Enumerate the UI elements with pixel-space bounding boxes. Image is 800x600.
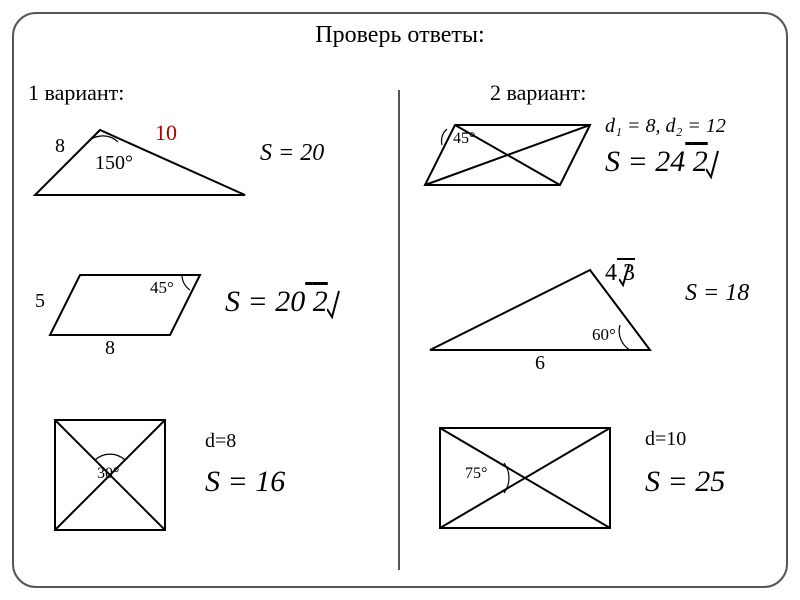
answer-label: S = 18: [685, 280, 749, 307]
side-b-label: 10: [155, 120, 177, 146]
angle-label: 45°: [453, 130, 475, 148]
sqrt-icon: [706, 145, 724, 181]
diag-label: d₁ = 8, d₂ = 12: [605, 115, 726, 138]
variant2-header: 2 вариант:: [490, 80, 586, 106]
triangle-icon: [25, 110, 255, 210]
rectangle-diagonals-icon: [430, 418, 620, 538]
angle-label: 150°: [95, 152, 133, 175]
angle-label: 75°: [465, 465, 487, 483]
v1-problem2: 5 8 45° S = 20 2: [25, 255, 385, 365]
page-title: Проверь ответы:: [0, 22, 800, 49]
column-divider: [398, 90, 400, 570]
side-a-label: 5: [35, 290, 45, 313]
answer-prefix-text: S = 24: [605, 145, 685, 178]
answer-label: S = 25: [645, 465, 725, 499]
variant1-header: 1 вариант:: [28, 80, 124, 106]
angle-label: 60°: [592, 325, 616, 345]
answer-root: 2: [313, 285, 328, 318]
side-a-label: 8: [55, 135, 65, 158]
answer-prefix: S = 20 2: [225, 285, 328, 319]
v2-problem1: 45° d₁ = 8, d₂ = 12 S = 24 2: [420, 110, 780, 230]
side-a-prefix: 4: [605, 260, 617, 286]
side-b-label: 6: [535, 352, 545, 375]
parallelogram-diagonals-icon: [420, 115, 595, 200]
v1-problem1: 8 10 150° S = 20: [25, 110, 385, 220]
answer-label: S = 20: [260, 140, 324, 167]
answer-prefix-text: S = 20: [225, 285, 305, 318]
side-b-label: 8: [105, 337, 115, 360]
angle-label: 45°: [150, 278, 174, 298]
v2-problem3: 75° d=10 S = 25: [430, 410, 780, 560]
sqrt-icon: [327, 285, 345, 321]
sqrt-icon: [619, 260, 634, 288]
v1-problem3: 30° d=8 S = 16: [45, 410, 385, 560]
angle-label: 30°: [97, 465, 119, 483]
answer-prefix: S = 24 2: [605, 145, 708, 179]
v2-problem2: 4 3 6 60° S = 18: [420, 250, 780, 380]
parallelogram-icon: [40, 260, 220, 350]
diag-label: d=10: [645, 428, 686, 451]
diag-label: d=8: [205, 430, 236, 453]
answer-label: S = 16: [205, 465, 285, 499]
